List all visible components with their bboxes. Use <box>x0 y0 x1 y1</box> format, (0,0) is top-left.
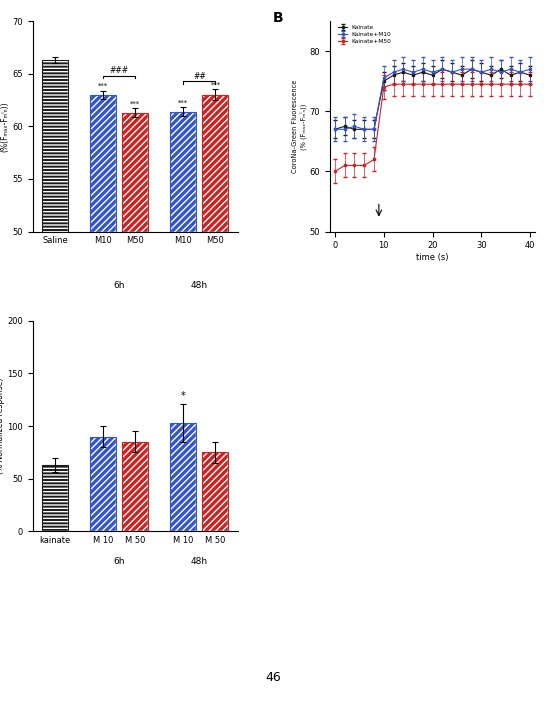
Bar <box>170 423 197 531</box>
Text: ###: ### <box>110 66 129 75</box>
Y-axis label: CoroNa-Green Fluorescence
(% (Fₘₐₓ-Fₘᴵₙ)): CoroNa-Green Fluorescence (% (Fₘₐₓ-Fₘᴵₙ)… <box>292 79 307 173</box>
Text: 48h: 48h <box>191 281 208 290</box>
Text: ***: *** <box>210 81 221 87</box>
Text: B: B <box>272 11 283 25</box>
Text: 6h: 6h <box>114 557 125 566</box>
Text: *: * <box>181 391 186 401</box>
Bar <box>90 437 116 531</box>
Text: ***: *** <box>98 82 108 88</box>
Bar <box>90 95 116 232</box>
Bar <box>42 465 68 531</box>
Bar <box>170 112 197 232</box>
Text: ***: *** <box>179 99 188 105</box>
Y-axis label: Δ Na+
(% Normalized response): Δ Na+ (% Normalized response) <box>0 378 4 475</box>
Bar <box>203 95 228 232</box>
Text: 48h: 48h <box>191 557 208 566</box>
Bar <box>90 437 116 531</box>
Text: 46: 46 <box>265 671 281 684</box>
Bar <box>42 465 68 531</box>
Bar <box>170 112 197 232</box>
Text: ##: ## <box>193 72 206 81</box>
Bar <box>90 95 116 232</box>
X-axis label: time (s): time (s) <box>416 253 449 262</box>
Bar <box>122 112 149 232</box>
Bar <box>122 442 149 531</box>
Bar <box>203 95 228 232</box>
Bar <box>42 60 68 232</box>
Bar <box>122 112 149 232</box>
Bar <box>42 60 68 232</box>
Text: ***: *** <box>130 100 140 106</box>
Bar <box>203 452 228 531</box>
Y-axis label: Basal Na⁺ levels
(%(Fₘₐₓ-Fₘᴵₙ)): Basal Na⁺ levels (%(Fₘₐₓ-Fₘᴵₙ)) <box>0 95 10 157</box>
Legend: Kainate, Kainate+M10, Kainate+M50: Kainate, Kainate+M10, Kainate+M50 <box>337 24 393 45</box>
Bar <box>170 423 197 531</box>
Bar <box>122 442 149 531</box>
Bar <box>203 452 228 531</box>
Text: 6h: 6h <box>114 281 125 290</box>
